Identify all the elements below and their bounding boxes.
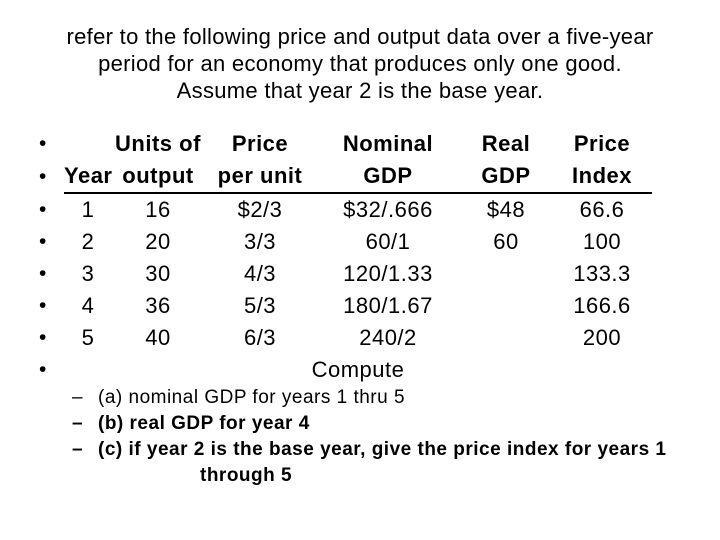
header-nominal: Nominal (342, 131, 434, 156)
header-units-of: Units of (115, 131, 201, 156)
bullet-marker: • (39, 326, 47, 349)
bullet-marker: • (39, 230, 47, 253)
cell-price-per-unit: 5/3 (243, 293, 277, 318)
cell-real-gdp (460, 322, 552, 354)
compute-label: Compute (311, 357, 405, 382)
cell-nominal-gdp: 120/1.33 (343, 261, 433, 286)
table-row: • 3 30 4/3 120/1.33 133.3 (36, 258, 652, 290)
cell-price-index: 133.3 (573, 261, 631, 286)
cell-price-index: 166.6 (573, 293, 631, 318)
header-price: Price (231, 131, 289, 156)
header-price-index: Price (573, 131, 631, 156)
sub-bullet-a: – (a) nominal GDP for years 1 thru 5 (72, 385, 666, 411)
sub-bullet-b-text: (b) real GDP for year 4 (98, 413, 310, 434)
dash-marker: – (72, 387, 84, 408)
header-year-blank (64, 128, 112, 160)
table-row: • 4 36 5/3 180/1.67 166.6 (36, 290, 652, 322)
table-row: • 5 40 6/3 240/2 200 (36, 322, 652, 354)
cell-output: 36 (145, 293, 171, 318)
cell-year: 5 (81, 325, 95, 350)
table-header-row-2: • Year output per unit GDP GDP Index (36, 160, 652, 194)
sub-bullet-list: – (a) nominal GDP for years 1 thru 5 – (… (72, 385, 666, 489)
header-nominal-gdp: GDP (316, 160, 460, 194)
cell-year: 3 (81, 261, 95, 286)
cell-year: 4 (81, 293, 95, 318)
header-real: Real (481, 131, 531, 156)
cell-output: 30 (145, 261, 171, 286)
cell-nominal-gdp: 180/1.67 (343, 293, 433, 318)
sub-bullet-a-text: (a) nominal GDP for years 1 thru 5 (98, 387, 406, 408)
dash-marker: – (72, 413, 84, 434)
header-year: Year (64, 160, 112, 194)
cell-nominal-gdp: 60/1 (365, 229, 411, 254)
title-line: Assume that year 2 is the base year. (176, 78, 544, 103)
bullet-marker: • (39, 262, 47, 285)
compute-row: • Compute (36, 354, 652, 386)
cell-nominal-gdp: 240/2 (359, 325, 417, 350)
cell-nominal-gdp: $32/.666 (343, 197, 433, 222)
bullet-marker: • (39, 294, 47, 317)
bullet-marker: • (39, 164, 47, 188)
cell-price-index: 200 (582, 325, 622, 350)
table-header-row-1: • Units of Price Nominal Real Price (36, 128, 652, 160)
cell-year: 1 (81, 197, 95, 222)
bullet-marker: • (39, 358, 47, 381)
table-row: • 2 20 3/3 60/1 60 100 (36, 226, 652, 258)
cell-price-index: 66.6 (579, 197, 625, 222)
cell-price-per-unit: 6/3 (243, 325, 277, 350)
cell-price-per-unit: $2/3 (237, 197, 283, 222)
header-output: output (112, 160, 204, 194)
bullet-marker: • (39, 197, 47, 221)
cell-real-gdp: 60 (493, 229, 519, 254)
cell-year: 2 (81, 229, 95, 254)
header-per-unit: per unit (204, 160, 316, 194)
cell-real-gdp: $48 (486, 197, 526, 222)
cell-price-index: 100 (582, 229, 622, 254)
title-line: period for an economy that produces only… (98, 51, 622, 76)
sub-bullet-c-continuation: through 5 (200, 465, 293, 486)
title-line: refer to the following price and output … (66, 24, 654, 49)
cell-real-gdp (460, 258, 552, 290)
cell-price-per-unit: 4/3 (243, 261, 277, 286)
cell-price-per-unit: 3/3 (243, 229, 277, 254)
sub-bullet-c-text: (c) if year 2 is the base year, give the… (98, 439, 667, 460)
cell-output: 40 (145, 325, 171, 350)
sub-bullet-c: – (c) if year 2 is the base year, give t… (72, 437, 666, 489)
cell-output: 16 (145, 197, 171, 222)
cell-output: 20 (145, 229, 171, 254)
header-real-gdp: GDP (460, 160, 552, 194)
slide-title: refer to the following price and output … (0, 23, 720, 104)
bullet-marker: • (39, 132, 47, 155)
dash-marker: – (72, 439, 84, 460)
cell-real-gdp (460, 290, 552, 322)
header-index: Index (552, 160, 652, 194)
sub-bullet-b: – (b) real GDP for year 4 (72, 411, 666, 437)
price-output-table: • Units of Price Nominal Real Price • Ye… (36, 128, 652, 386)
table-row: • 1 16 $2/3 $32/.666 $48 66.6 (36, 193, 652, 226)
